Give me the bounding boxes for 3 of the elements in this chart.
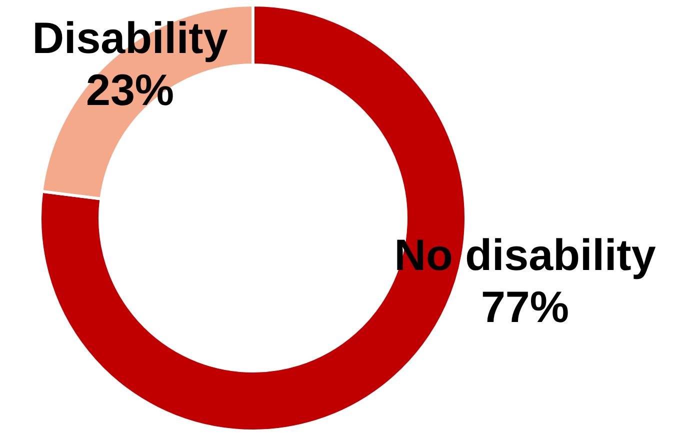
data-label: 23% <box>86 66 174 115</box>
data-label: 77% <box>480 283 570 332</box>
slice-label: Disability <box>32 14 228 63</box>
